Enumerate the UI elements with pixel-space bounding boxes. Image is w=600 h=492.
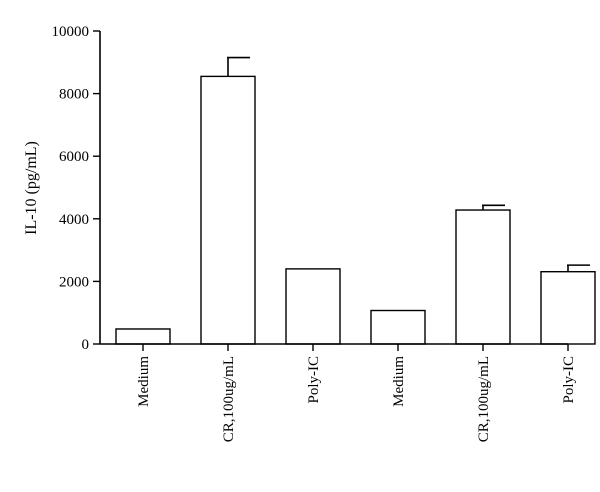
y-axis: 0 2000 4000 6000 8000 10000 [52,24,101,353]
y-tick-label: 10000 [52,24,90,40]
y-tick-label: 6000 [59,149,89,165]
bar [370,309,426,345]
bar [115,328,171,345]
y-tick-label: 4000 [59,212,89,228]
y-tick-label: 0 [82,337,90,353]
x-tick-label: Medium [391,356,407,407]
x-axis: Medium CR,100ug/mL Poly-IC Medium CR,100ug/m… [100,343,577,442]
y-tick-label: 2000 [59,274,89,290]
bar [455,209,511,345]
y-axis-title: IL-10 (pg/mL) [23,141,40,235]
x-tick-label: Medium [136,356,152,407]
x-tick-label: Poly-IC [561,356,577,404]
y-tick-label: 8000 [59,87,89,103]
x-tick-label: CR,100ug/mL [476,356,492,442]
bar [200,75,256,345]
bars [115,56,596,345]
x-tick-label: Poly-IC [306,356,322,404]
bar [285,268,341,345]
x-tick-label: CR,100ug/mL [221,356,237,442]
bar [540,270,596,345]
